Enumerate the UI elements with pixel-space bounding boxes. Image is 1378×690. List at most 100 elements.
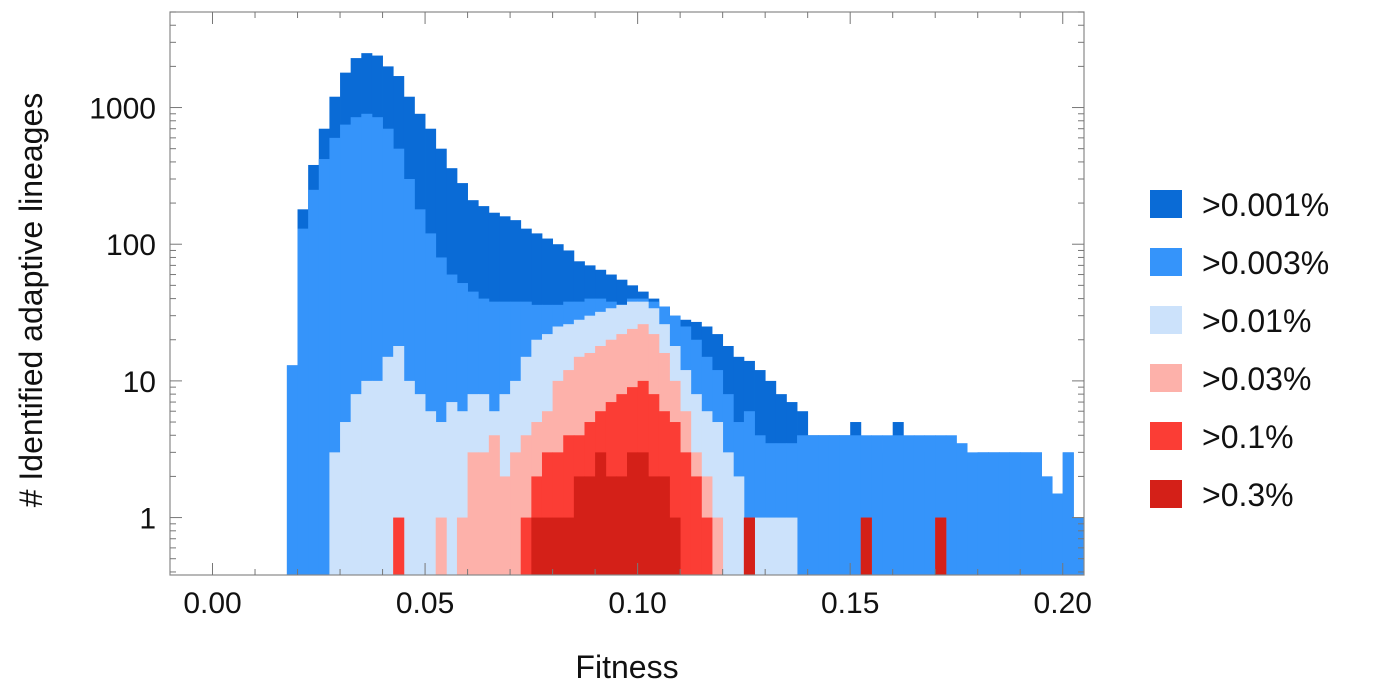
bar-2-66 xyxy=(988,452,1000,575)
bar-2-45 xyxy=(765,443,777,575)
bar-3-41 xyxy=(722,452,734,575)
y-tick-label: 100 xyxy=(106,229,156,262)
bar-6-28 xyxy=(584,476,596,575)
histogram-bars xyxy=(286,53,1085,576)
x-axis-title: Fitness xyxy=(575,649,678,685)
bar-6-31 xyxy=(616,476,628,575)
x-tick-label: 0.20 xyxy=(1034,587,1092,620)
bar-2-67 xyxy=(998,452,1011,575)
y-tick-labels: 1 10 100 1000 xyxy=(89,93,156,536)
legend-label: >0.3% xyxy=(1202,477,1294,513)
bar-3-46 xyxy=(775,517,787,575)
legend-label: >0.03% xyxy=(1202,361,1311,397)
legend-label: >0.003% xyxy=(1202,245,1329,281)
bar-2-47 xyxy=(786,443,798,575)
y-tick-label: 1 xyxy=(139,503,156,536)
bar-2-3 xyxy=(318,159,330,575)
bar-6-24 xyxy=(541,517,554,575)
bar-3-9 xyxy=(382,356,394,575)
y-axis-title: # Identified adaptive lineages xyxy=(13,93,49,508)
bar-6-34 xyxy=(648,476,660,575)
bar-3-5 xyxy=(340,422,352,575)
bar-4-18 xyxy=(478,452,490,575)
legend-label: >0.001% xyxy=(1202,187,1329,223)
bar-6-54 xyxy=(860,517,872,575)
bar-6-33 xyxy=(637,452,649,575)
bar-4-19 xyxy=(488,435,500,575)
bar-6-61 xyxy=(935,517,947,575)
bar-5-36 xyxy=(669,422,681,575)
y-tick-label: 1000 xyxy=(89,93,156,126)
bar-3-4 xyxy=(329,452,341,575)
bar-2-64 xyxy=(967,452,979,575)
bar-2-65 xyxy=(977,452,989,575)
bar-5-22 xyxy=(520,517,532,575)
bar-4-22 xyxy=(520,435,532,575)
bar-2-73 xyxy=(1062,452,1074,575)
bar-5-24 xyxy=(541,452,554,575)
x-tick-label: 0.15 xyxy=(821,587,879,620)
bar-4-16 xyxy=(456,517,468,575)
bar-2-51 xyxy=(828,435,840,575)
bar-2-71 xyxy=(1041,476,1053,575)
bar-2-63 xyxy=(956,443,968,575)
plot-frame xyxy=(169,11,1085,576)
bar-2-68 xyxy=(1009,452,1021,575)
bar-2-11 xyxy=(403,179,415,575)
bar-2-4 xyxy=(329,137,341,576)
bar-4-17 xyxy=(467,452,479,575)
bar-2-2 xyxy=(308,189,320,575)
bar-2-14 xyxy=(435,257,447,575)
y-tick-label: 10 xyxy=(123,366,156,399)
bar-3-6 xyxy=(350,394,362,575)
bar-2-8 xyxy=(371,117,383,576)
bar-6-43 xyxy=(743,517,755,575)
bar-5-39 xyxy=(701,517,713,575)
bar-2-53 xyxy=(850,435,862,575)
bar-2-1 xyxy=(297,228,309,575)
bar-6-30 xyxy=(605,476,617,575)
bar-2-50 xyxy=(818,435,830,575)
legend: >0.001% >0.003% >0.01% >0.03% >0.1% >0.3% xyxy=(1150,187,1329,513)
bar-3-14 xyxy=(435,422,447,575)
bar-3-47 xyxy=(786,517,798,575)
bar-5-10 xyxy=(393,517,405,575)
bar-3-42 xyxy=(733,476,745,575)
x-tick-label: 0.00 xyxy=(183,587,241,620)
bar-6-32 xyxy=(627,452,639,575)
legend-swatch xyxy=(1150,190,1182,218)
bar-2-57 xyxy=(892,435,904,575)
bar-5-37 xyxy=(680,452,692,575)
bar-2-62 xyxy=(945,435,957,575)
bar-3-7 xyxy=(361,380,373,575)
bar-2-44 xyxy=(754,435,766,575)
bar-6-36 xyxy=(669,517,681,575)
bar-3-13 xyxy=(425,411,437,575)
plot-border xyxy=(169,11,1085,576)
bar-2-74 xyxy=(1073,517,1085,575)
bar-3-10 xyxy=(393,346,405,575)
bar-6-27 xyxy=(573,476,585,575)
legend-swatch xyxy=(1150,422,1182,450)
legend-swatch xyxy=(1150,306,1182,334)
bar-4-21 xyxy=(510,452,522,575)
bar-3-40 xyxy=(712,422,724,575)
bar-3-12 xyxy=(414,394,426,575)
bar-2-56 xyxy=(882,435,894,575)
x-tick-label: 0.05 xyxy=(396,587,454,620)
legend-swatch xyxy=(1150,364,1182,392)
bar-5-38 xyxy=(690,476,702,575)
bar-2-55 xyxy=(871,435,883,575)
bar-2-7 xyxy=(361,113,373,575)
bar-6-23 xyxy=(531,517,543,575)
bar-2-60 xyxy=(924,435,936,575)
bar-2-70 xyxy=(1030,452,1042,575)
x-tick-label: 0.10 xyxy=(608,587,666,620)
bar-3-44 xyxy=(754,517,766,575)
bar-3-16 xyxy=(456,411,468,575)
bar-2-46 xyxy=(775,443,787,575)
bar-3-11 xyxy=(403,380,415,575)
bar-2-13 xyxy=(425,233,437,575)
bar-4-40 xyxy=(712,517,724,575)
bar-2-69 xyxy=(1020,452,1032,575)
